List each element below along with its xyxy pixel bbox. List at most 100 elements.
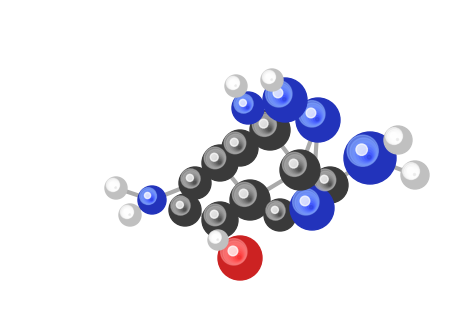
Circle shape bbox=[283, 152, 306, 176]
Circle shape bbox=[291, 161, 303, 173]
Circle shape bbox=[312, 167, 348, 203]
Circle shape bbox=[230, 138, 244, 152]
Circle shape bbox=[204, 204, 226, 226]
Circle shape bbox=[125, 210, 132, 217]
Circle shape bbox=[108, 180, 119, 191]
Circle shape bbox=[182, 171, 200, 187]
Circle shape bbox=[184, 172, 199, 187]
Circle shape bbox=[236, 144, 241, 149]
Circle shape bbox=[115, 187, 117, 188]
Circle shape bbox=[264, 72, 275, 83]
Circle shape bbox=[127, 211, 131, 216]
Circle shape bbox=[266, 74, 274, 82]
Circle shape bbox=[209, 231, 221, 243]
Circle shape bbox=[313, 115, 320, 122]
Circle shape bbox=[186, 174, 198, 186]
Circle shape bbox=[193, 181, 196, 184]
Circle shape bbox=[208, 208, 224, 224]
Circle shape bbox=[296, 166, 301, 172]
Circle shape bbox=[235, 253, 242, 260]
Circle shape bbox=[216, 216, 221, 221]
Circle shape bbox=[230, 80, 238, 88]
Circle shape bbox=[145, 192, 151, 198]
Circle shape bbox=[358, 146, 374, 162]
Circle shape bbox=[324, 179, 332, 187]
Circle shape bbox=[298, 193, 317, 213]
Circle shape bbox=[212, 155, 223, 166]
Circle shape bbox=[234, 83, 237, 87]
Circle shape bbox=[120, 205, 134, 219]
Circle shape bbox=[109, 181, 118, 191]
Circle shape bbox=[273, 88, 283, 98]
Circle shape bbox=[289, 159, 298, 168]
Circle shape bbox=[278, 93, 288, 103]
Circle shape bbox=[300, 196, 317, 212]
Circle shape bbox=[224, 132, 246, 154]
Circle shape bbox=[268, 83, 291, 106]
Circle shape bbox=[119, 204, 141, 226]
Circle shape bbox=[171, 196, 190, 215]
Circle shape bbox=[412, 172, 416, 176]
Circle shape bbox=[314, 169, 336, 191]
Circle shape bbox=[226, 134, 245, 153]
Circle shape bbox=[218, 218, 221, 221]
Circle shape bbox=[318, 173, 334, 189]
Circle shape bbox=[140, 188, 156, 204]
Circle shape bbox=[328, 183, 331, 186]
Circle shape bbox=[271, 85, 290, 105]
Circle shape bbox=[146, 194, 154, 202]
Circle shape bbox=[413, 174, 416, 175]
Circle shape bbox=[305, 201, 315, 211]
Circle shape bbox=[403, 163, 419, 180]
Circle shape bbox=[181, 169, 200, 188]
Circle shape bbox=[217, 239, 219, 240]
Circle shape bbox=[404, 164, 419, 179]
Circle shape bbox=[389, 131, 401, 143]
Circle shape bbox=[298, 168, 301, 171]
Circle shape bbox=[114, 186, 117, 189]
Circle shape bbox=[284, 155, 306, 175]
Circle shape bbox=[223, 241, 246, 264]
Circle shape bbox=[262, 70, 275, 83]
Circle shape bbox=[143, 191, 155, 203]
Circle shape bbox=[186, 175, 193, 181]
Circle shape bbox=[270, 77, 273, 81]
Circle shape bbox=[271, 79, 273, 80]
Circle shape bbox=[396, 139, 399, 140]
Circle shape bbox=[259, 119, 274, 134]
Circle shape bbox=[188, 176, 198, 186]
Circle shape bbox=[261, 69, 283, 91]
Circle shape bbox=[406, 166, 419, 178]
Circle shape bbox=[361, 149, 373, 161]
Circle shape bbox=[222, 130, 258, 166]
Circle shape bbox=[271, 206, 278, 213]
Circle shape bbox=[401, 161, 429, 189]
Circle shape bbox=[210, 210, 218, 218]
Circle shape bbox=[261, 121, 273, 133]
Circle shape bbox=[310, 206, 313, 209]
Circle shape bbox=[183, 208, 186, 211]
Circle shape bbox=[302, 198, 316, 211]
Circle shape bbox=[210, 232, 221, 243]
Circle shape bbox=[141, 189, 156, 204]
Circle shape bbox=[128, 213, 131, 216]
Circle shape bbox=[266, 74, 271, 79]
Circle shape bbox=[230, 248, 244, 261]
Circle shape bbox=[235, 185, 255, 206]
Circle shape bbox=[214, 157, 222, 165]
Circle shape bbox=[149, 197, 153, 201]
Circle shape bbox=[123, 208, 133, 218]
Circle shape bbox=[202, 202, 238, 238]
Circle shape bbox=[290, 186, 334, 230]
Circle shape bbox=[311, 113, 320, 123]
Circle shape bbox=[228, 246, 238, 256]
Circle shape bbox=[182, 206, 186, 211]
Circle shape bbox=[273, 208, 283, 218]
Circle shape bbox=[356, 144, 375, 163]
Circle shape bbox=[237, 187, 255, 205]
Circle shape bbox=[124, 209, 132, 217]
Circle shape bbox=[231, 81, 238, 88]
Circle shape bbox=[176, 201, 188, 213]
Circle shape bbox=[268, 128, 271, 131]
Circle shape bbox=[265, 81, 292, 107]
